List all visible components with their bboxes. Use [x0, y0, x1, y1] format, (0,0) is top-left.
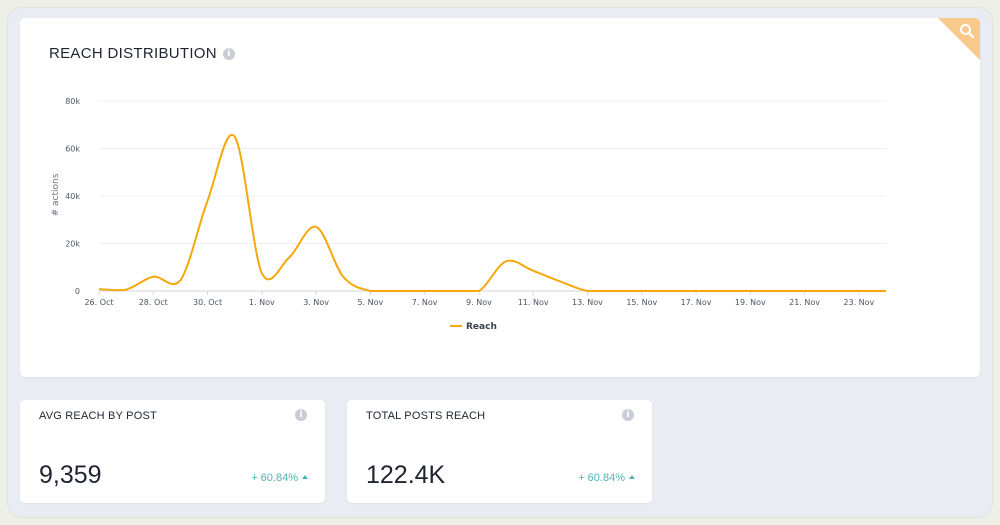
y-axis-label: # actions [51, 173, 61, 216]
y-tick-label: 0 [75, 287, 80, 296]
card-title: REACH DISTRIBUTION i [49, 45, 235, 62]
zoom-corner[interactable] [938, 18, 980, 60]
x-tick-label: 21. Nov [789, 298, 820, 307]
trend-up-icon [629, 475, 635, 479]
series-line-reach [98, 133, 886, 292]
x-tick-label: 17. Nov [681, 298, 712, 307]
trend-up-icon [302, 475, 308, 479]
stat-change-text: + 60.84% [251, 472, 298, 484]
x-tick-label: 26. Oct [84, 298, 113, 307]
stat-change: + 60.84% [251, 472, 308, 484]
stat-label: TOTAL POSTS REACH [366, 410, 486, 422]
x-tick-label: 1. Nov [249, 298, 275, 307]
total-reach-card: TOTAL POSTS REACH i 122.4K + 60.84% [347, 400, 652, 503]
reach-distribution-card: REACH DISTRIBUTION i 0 20k 40k 60k 80k 26. O… [20, 18, 980, 377]
x-tick-label: 15. Nov [626, 298, 657, 307]
stat-value: 9,359 [39, 461, 102, 489]
x-tick-label: 11. Nov [518, 298, 549, 307]
reach-chart: 0 20k 40k 60k 80k 26. Oct 28. Oct 30. Oct 1. No… [51, 97, 886, 332]
x-tick-label: 30. Oct [193, 298, 222, 307]
x-tick-label: 5. Nov [357, 298, 383, 307]
search-icon[interactable] [958, 22, 976, 40]
stat-change-text: + 60.84% [578, 472, 625, 484]
avg-reach-card: AVG REACH BY POST i 9,359 + 60.84% [20, 400, 325, 503]
x-tick-label: 3. Nov [303, 298, 329, 307]
card-title-text: REACH DISTRIBUTION [49, 45, 217, 62]
info-icon[interactable]: i [223, 48, 235, 60]
legend-label-reach: Reach [466, 322, 497, 332]
y-tick-label: 40k [65, 192, 80, 201]
info-icon[interactable]: i [622, 409, 634, 421]
chart-legend[interactable]: Reach [450, 322, 497, 332]
stat-value: 122.4K [366, 461, 446, 489]
stat-change: + 60.84% [578, 472, 635, 484]
x-tick-label: 23. Nov [843, 298, 874, 307]
y-tick-label: 20k [65, 240, 80, 249]
x-tick-label: 7. Nov [412, 298, 438, 307]
x-tick-label: 28. Oct [139, 298, 168, 307]
y-tick-label: 60k [65, 145, 80, 154]
y-tick-label: 80k [65, 97, 80, 106]
x-tick-label: 9. Nov [466, 298, 492, 307]
stat-label: AVG REACH BY POST [39, 410, 157, 422]
x-tick-label: 19. Nov [735, 298, 766, 307]
x-tick-label: 13. Nov [572, 298, 603, 307]
info-icon[interactable]: i [295, 409, 307, 421]
